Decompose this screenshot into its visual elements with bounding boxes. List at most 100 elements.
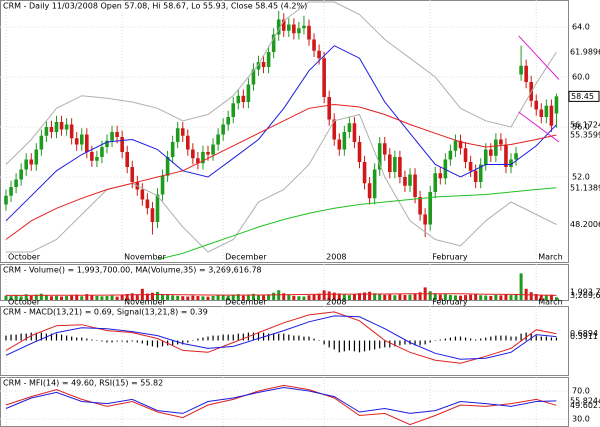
volume-bar [388,294,392,300]
candle-body [524,65,528,82]
trend-line [518,35,560,80]
candle-body [74,138,79,145]
candle-body [382,143,387,155]
histogram-bar [81,337,83,341]
histogram-bar [464,337,467,341]
histogram-bar [101,340,103,342]
histogram-bar [550,337,552,341]
volume-bar [554,297,558,300]
candle-body [539,109,544,117]
histogram-bar [76,337,78,341]
candle-body [281,19,286,31]
histogram-bar [454,336,457,341]
volume-bar [489,295,493,300]
histogram-bar [151,340,154,347]
volume-bar [514,294,518,300]
volume-bar [181,296,185,300]
candle-body [388,154,392,172]
volume-bar [115,296,119,300]
candle-body [458,140,463,149]
volume-bar [519,273,523,300]
volume-ma-line [6,293,557,296]
histogram-bar [156,340,159,348]
volume-bar [287,294,291,300]
candle-body [175,128,180,142]
volume-bar [80,296,84,300]
volume-bar [186,296,190,300]
volume-bar [292,295,296,300]
volume-bar [479,295,483,300]
last-value-label: 48.2006 [570,220,600,229]
y-tick-label: 64.0 [572,23,590,32]
candle-body [297,28,301,34]
volume-bar [29,295,33,300]
histogram-bar [197,338,199,341]
histogram-bar [136,340,138,343]
volume-bar [211,295,215,300]
histogram-bar [535,335,537,341]
last-value-label: 61.9896 [570,48,600,57]
candle-body [130,167,135,182]
histogram-bar [273,333,275,341]
indicator-line [6,113,557,253]
histogram-bar [520,333,522,341]
candle-body [226,117,230,125]
candle-body [4,195,8,205]
histogram-bar [323,340,325,345]
volume-bar [499,295,503,300]
candle-body [44,127,49,136]
candle-body [246,84,251,102]
volume-bar [352,294,356,300]
histogram-bar [363,340,366,352]
candle-body [322,58,326,97]
candle-body [347,123,352,132]
histogram-bar [237,333,239,341]
histogram-bar [530,333,532,341]
candle-body [362,162,367,184]
volume-bar [135,294,139,300]
histogram-bar [40,332,42,341]
histogram-bar [10,334,12,341]
histogram-bar [394,340,396,347]
volume-bar [171,295,175,300]
volume-bar [156,291,159,300]
histogram-bar [30,332,32,341]
x-tick-label: November [124,298,166,307]
volume-bar [9,296,13,300]
volume-bar [44,295,48,300]
indicator-line [5,45,557,222]
volume-bar [337,293,341,300]
volume-bar [4,295,8,300]
histogram-bar [414,340,416,346]
x-tick-label: 2008 [326,253,346,262]
volume-bar [14,295,18,300]
volume-bar [413,293,417,300]
histogram-bar [20,333,22,341]
volume-bar [226,295,230,300]
candle-body [150,208,155,222]
candle-body [408,174,412,186]
histogram-bar [116,340,118,342]
macd-line [5,315,557,360]
volume-bar [383,294,387,300]
panel-title: CRM - Volume() = 1,993,700.00, MA(Volume… [3,266,262,275]
candle-body [49,127,54,132]
histogram-bar [545,336,547,341]
candle-body [34,149,39,165]
last-value-label: 1,993,700 [570,288,600,297]
histogram-bar [343,340,345,352]
histogram-bar [313,338,315,341]
volume-bar [231,294,235,300]
histogram-bar [424,340,426,345]
candle-body [271,34,276,52]
histogram-bar [212,335,214,341]
volume-bar [494,294,498,300]
volume-bar [438,294,442,300]
candle-body [266,52,271,67]
volume-bar [75,294,79,300]
volume-bar [282,293,286,300]
volume-bar [130,293,134,300]
candle-body [59,122,64,130]
candle-body [24,159,28,170]
